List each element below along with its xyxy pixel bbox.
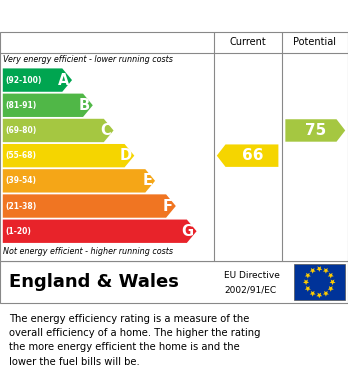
- Polygon shape: [316, 266, 322, 272]
- Polygon shape: [217, 144, 278, 167]
- Text: 2002/91/EC: 2002/91/EC: [224, 286, 277, 295]
- Polygon shape: [305, 286, 311, 292]
- Text: (69-80): (69-80): [5, 126, 37, 135]
- Polygon shape: [285, 119, 345, 142]
- Text: Potential: Potential: [293, 37, 337, 47]
- Text: Very energy efficient - lower running costs: Very energy efficient - lower running co…: [3, 55, 173, 64]
- Polygon shape: [3, 93, 93, 117]
- Text: Energy Efficiency Rating: Energy Efficiency Rating: [9, 9, 230, 23]
- Text: F: F: [163, 199, 173, 213]
- Text: (21-38): (21-38): [5, 201, 37, 210]
- Polygon shape: [3, 119, 113, 142]
- Text: C: C: [100, 123, 111, 138]
- Text: 66: 66: [243, 148, 264, 163]
- Polygon shape: [328, 273, 334, 278]
- Text: Current: Current: [230, 37, 266, 47]
- Polygon shape: [3, 169, 155, 192]
- Text: England & Wales: England & Wales: [9, 273, 179, 291]
- Text: (55-68): (55-68): [5, 151, 36, 160]
- Polygon shape: [3, 68, 72, 92]
- Text: 75: 75: [304, 123, 326, 138]
- Polygon shape: [323, 268, 329, 274]
- Polygon shape: [305, 273, 311, 278]
- Text: D: D: [119, 148, 132, 163]
- Polygon shape: [310, 268, 316, 274]
- Polygon shape: [3, 220, 197, 243]
- Polygon shape: [3, 144, 134, 167]
- Polygon shape: [303, 280, 309, 285]
- Text: Not energy efficient - higher running costs: Not energy efficient - higher running co…: [3, 248, 174, 256]
- Text: (39-54): (39-54): [5, 176, 36, 185]
- Polygon shape: [323, 291, 329, 297]
- Polygon shape: [310, 291, 316, 297]
- Text: G: G: [182, 224, 194, 239]
- Polygon shape: [328, 286, 334, 292]
- Text: B: B: [79, 98, 90, 113]
- Polygon shape: [316, 293, 322, 298]
- Text: (92-100): (92-100): [5, 75, 42, 84]
- Text: (81-91): (81-91): [5, 101, 37, 110]
- Bar: [294, 264, 345, 300]
- Text: EU Directive: EU Directive: [224, 271, 280, 280]
- Polygon shape: [3, 194, 176, 218]
- Text: E: E: [142, 173, 152, 188]
- Text: (1-20): (1-20): [5, 227, 31, 236]
- Text: A: A: [58, 73, 69, 88]
- Text: The energy efficiency rating is a measure of the
overall efficiency of a home. T: The energy efficiency rating is a measur…: [9, 314, 260, 367]
- Polygon shape: [330, 280, 335, 285]
